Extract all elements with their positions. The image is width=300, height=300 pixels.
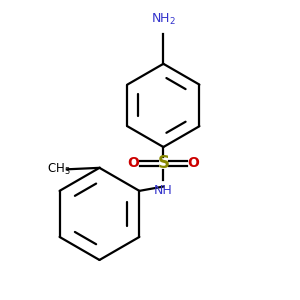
Text: NH: NH [154,184,173,197]
Text: O: O [187,156,199,170]
Text: S: S [158,154,169,172]
Text: O: O [128,156,140,170]
Text: NH$_2$: NH$_2$ [151,12,176,27]
Text: CH$_3$: CH$_3$ [47,162,71,177]
